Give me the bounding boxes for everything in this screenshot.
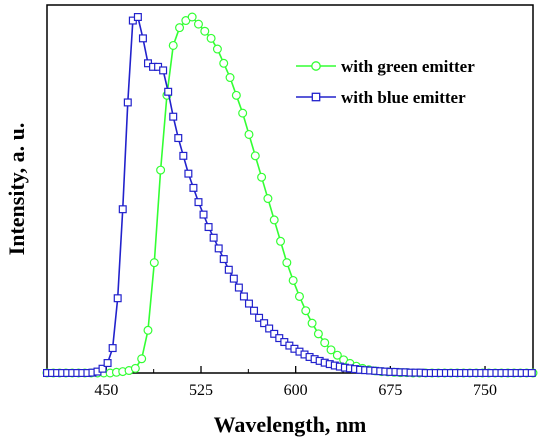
data-point-blue: [138, 34, 147, 43]
data-point-green: [307, 318, 317, 328]
data-point-green: [244, 129, 254, 139]
data-point-green: [193, 19, 203, 29]
data-point-blue: [229, 274, 238, 283]
data-point-blue: [244, 299, 253, 308]
x-tick-label-600: 600: [284, 382, 308, 399]
data-point-green: [257, 172, 267, 182]
data-point-blue: [123, 98, 132, 107]
data-point-blue: [108, 344, 117, 353]
data-point-blue: [174, 134, 183, 143]
series-blue: [42, 13, 536, 378]
data-point-blue: [113, 294, 122, 303]
data-point-green: [219, 58, 229, 68]
data-point-green: [326, 345, 336, 355]
data-point-blue: [234, 283, 243, 292]
data-point-green: [231, 90, 241, 100]
data-point-green: [282, 258, 292, 268]
data-point-blue: [250, 306, 259, 315]
x-tick-label-525: 525: [189, 382, 213, 399]
data-point-green: [288, 275, 298, 285]
data-point-blue: [219, 255, 228, 264]
data-point-green: [276, 236, 286, 246]
data-point-blue: [194, 198, 203, 207]
data-point-green: [168, 40, 178, 50]
plot-frame: [46, 4, 534, 374]
data-point-green: [269, 215, 279, 225]
data-point-blue: [118, 205, 127, 214]
data-point-blue: [103, 359, 112, 368]
data-point-green: [294, 291, 304, 301]
x-tick-label-675: 675: [378, 382, 402, 399]
data-point-blue: [159, 66, 168, 75]
data-point-green: [225, 73, 235, 83]
x-axis-title: Wavelength, nm: [214, 412, 367, 437]
legend: with green emitter with blue emitter: [296, 57, 475, 107]
data-point-blue: [179, 151, 188, 160]
data-point-blue: [164, 87, 173, 96]
data-point-blue: [184, 169, 193, 178]
data-point-green: [143, 325, 153, 335]
data-point-blue: [209, 233, 218, 242]
legend-marker-blue: [311, 92, 321, 102]
data-point-green: [263, 194, 273, 204]
data-point-blue: [224, 265, 233, 274]
data-point-green: [137, 354, 147, 364]
y-axis-title: Intensity, a. u.: [4, 123, 29, 256]
data-point-green: [313, 329, 323, 339]
data-point-blue: [214, 244, 223, 253]
data-point-green: [130, 363, 140, 373]
data-point-green: [212, 44, 222, 54]
data-point-blue: [265, 324, 274, 333]
data-point-green: [332, 350, 342, 360]
data-point-blue: [527, 369, 536, 378]
data-point-green: [175, 23, 185, 33]
data-point-blue: [255, 313, 264, 322]
data-point-blue: [169, 112, 178, 121]
data-point-green: [149, 258, 159, 268]
data-point-blue: [189, 183, 198, 192]
data-point-green: [320, 338, 330, 348]
data-point-blue: [199, 210, 208, 219]
data-point-green: [156, 165, 166, 175]
data-point-blue: [204, 223, 213, 232]
series-layer: [42, 12, 538, 378]
data-point-blue: [133, 13, 142, 22]
legend-label-green: with green emitter: [341, 57, 475, 76]
legend-marker-green: [311, 61, 321, 71]
data-point-green: [200, 26, 210, 36]
x-tick-label-750: 750: [473, 382, 497, 399]
data-point-green: [206, 33, 216, 43]
data-point-green: [187, 12, 197, 22]
data-point-green: [238, 108, 248, 118]
legend-label-blue: with blue emitter: [341, 88, 466, 107]
data-point-blue: [239, 292, 248, 301]
x-tick-label-450: 450: [94, 382, 118, 399]
data-point-green: [250, 151, 260, 161]
data-point-green: [301, 306, 311, 316]
data-point-blue: [260, 319, 269, 328]
data-point-blue: [98, 364, 107, 373]
data-point-blue: [270, 329, 279, 338]
